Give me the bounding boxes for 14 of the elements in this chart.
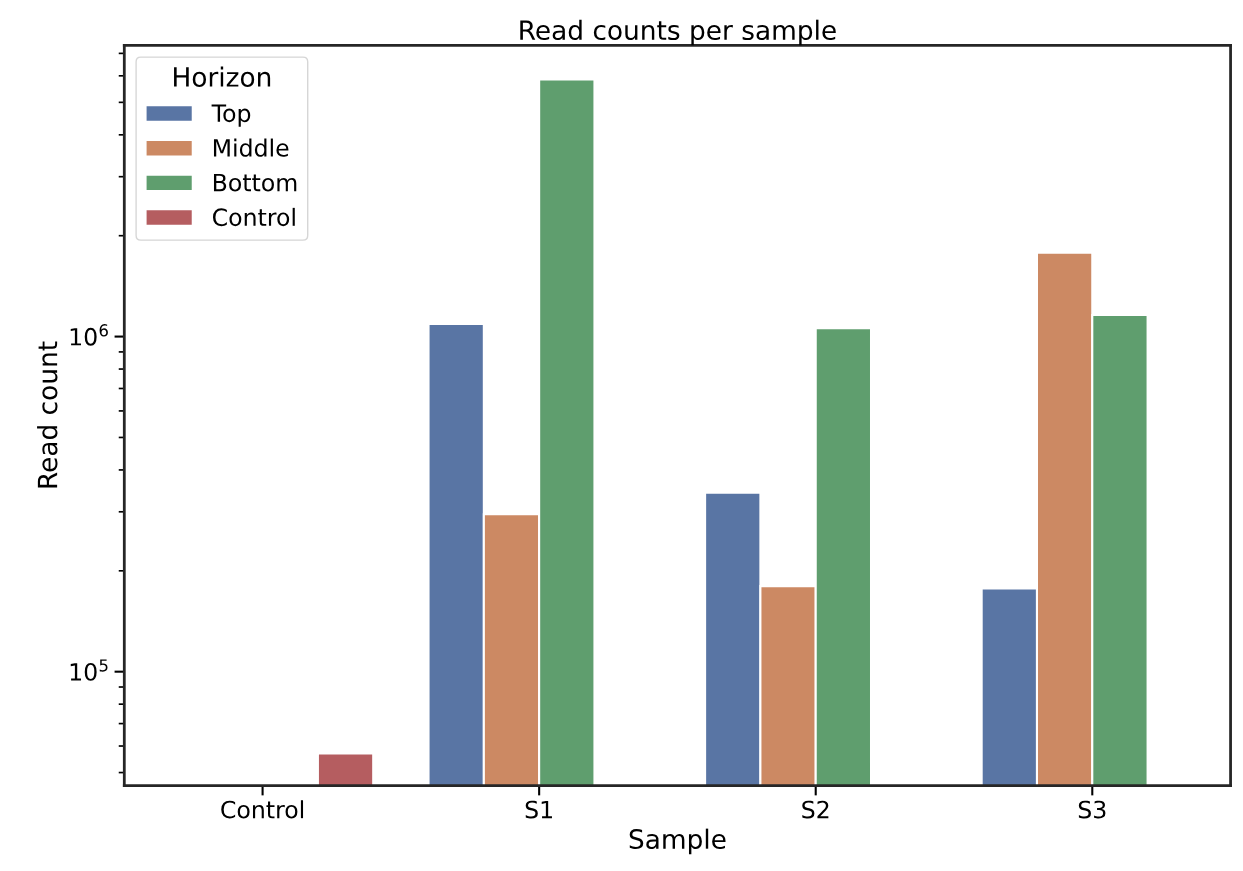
x-tick-label: S1: [525, 800, 552, 819]
chart-title: Read counts per sample: [520, 19, 836, 46]
legend-label: Bottom: [213, 173, 297, 192]
y-axis-title: Read count: [37, 341, 58, 488]
y-tick-label: 10$^{6}$: [70, 324, 108, 346]
y-tick-label: 10$^{5}$: [70, 659, 108, 681]
legend-label: Control: [212, 207, 295, 227]
x-axis-title: Sample: [629, 828, 726, 855]
x-tick-label: S2: [802, 800, 829, 819]
x-tick-label: S3: [1078, 800, 1106, 819]
x-tick-label: Control: [221, 800, 304, 819]
legend-label: Middle: [213, 138, 289, 157]
legend-title: Horizon: [174, 66, 271, 87]
legend-label: Top: [211, 104, 251, 127]
